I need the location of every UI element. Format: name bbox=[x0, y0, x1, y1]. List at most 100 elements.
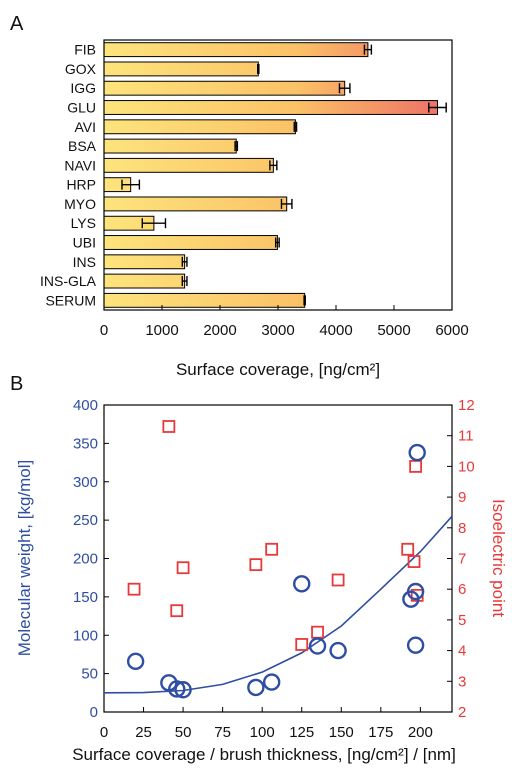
x-tick-label: 0 bbox=[100, 724, 108, 741]
category-label-igg: IGG bbox=[70, 80, 96, 96]
right-y-tick-label: 12 bbox=[458, 397, 475, 414]
molecular-weight-circle bbox=[247, 678, 265, 697]
panel-b-plot-frame bbox=[103, 404, 453, 713]
bar-ubi bbox=[103, 235, 278, 250]
bar-avi bbox=[103, 119, 296, 135]
left-y-tick-label: 50 bbox=[81, 666, 98, 683]
category-label-navi: NAVI bbox=[64, 157, 96, 173]
bar-fib bbox=[103, 42, 369, 58]
x-tick-label: 125 bbox=[289, 724, 314, 741]
molecular-weight-circle bbox=[406, 582, 425, 601]
right-y-tick-label: 5 bbox=[458, 612, 466, 629]
left-y-tick-label: 300 bbox=[73, 474, 98, 491]
x-tick-label: 200 bbox=[408, 724, 433, 741]
x-tick-label: 1000 bbox=[145, 322, 178, 339]
category-label-glu: GLU bbox=[67, 100, 96, 116]
panel-a-x-ticks: 0 1000 2000 3000 4000 5000 6000 bbox=[100, 305, 469, 339]
category-label-myo: MYO bbox=[64, 196, 96, 212]
molecular-weight-circle bbox=[168, 680, 186, 698]
left-y-tick-label: 150 bbox=[73, 589, 98, 606]
isoelectric-point-square bbox=[176, 561, 190, 575]
category-label-fib: FIB bbox=[74, 42, 96, 58]
molecular-weight-circle bbox=[174, 681, 192, 699]
bar-navi bbox=[103, 157, 274, 173]
x-tick-label: 100 bbox=[250, 724, 275, 741]
bar-gox bbox=[103, 61, 259, 77]
right-y-tick-label: 9 bbox=[458, 489, 466, 506]
left-y-tick-label: 400 bbox=[73, 397, 98, 414]
left-y-tick-label: 250 bbox=[73, 512, 98, 529]
right-y-tick-label: 2 bbox=[458, 704, 466, 721]
isoelectric-point-square bbox=[265, 542, 279, 556]
left-y-tick-label: 350 bbox=[73, 435, 98, 452]
right-y-tick-label: 7 bbox=[458, 551, 466, 568]
category-label-avi: AVI bbox=[74, 119, 96, 135]
left-y-tick-label: 200 bbox=[73, 551, 98, 568]
bar-ins-gla bbox=[103, 273, 186, 289]
panel-a-plot-frame bbox=[103, 39, 453, 311]
x-tick-label: 50 bbox=[175, 724, 192, 741]
x-tick-label: 4000 bbox=[319, 322, 352, 339]
category-label-hrp: HRP bbox=[66, 177, 96, 193]
panel-b-x-axis-label: Surface coverage / brush thickness, [ng/… bbox=[72, 745, 456, 764]
x-tick-label: 150 bbox=[329, 724, 354, 741]
molecular-weight-circle bbox=[329, 641, 347, 660]
molecular-weight-circle bbox=[406, 636, 425, 654]
x-tick-label: 0 bbox=[100, 322, 108, 339]
category-label-serum: SERUM bbox=[45, 292, 96, 308]
bar-igg bbox=[103, 80, 346, 96]
category-label-gox: GOX bbox=[65, 61, 97, 77]
isoelectric-point-square bbox=[162, 420, 176, 433]
molecular-weight-circle bbox=[126, 652, 145, 671]
isoelectric-point-square bbox=[249, 558, 263, 572]
panel-a-category-labels: FIB GOX IGG GLU AVI BSA NAVI HRP MYO LYS UBI INS INS… bbox=[40, 42, 97, 309]
molecular-weight-circle bbox=[262, 673, 281, 691]
right-y-tick-label: 6 bbox=[458, 581, 466, 598]
panel-b-left-y-axis-label: Molecular weight, [kg/mol] bbox=[15, 460, 34, 657]
left-y-tick-label: 100 bbox=[73, 627, 98, 644]
isoelectric-point-square bbox=[170, 604, 184, 618]
category-label-ins: INS bbox=[73, 254, 96, 270]
isoelectric-point-square bbox=[295, 638, 309, 651]
left-y-tick-label: 0 bbox=[90, 704, 98, 721]
isoelectric-point-square bbox=[407, 555, 421, 568]
category-label-lys: LYS bbox=[71, 215, 96, 231]
category-label-ubi: UBI bbox=[73, 235, 96, 251]
bar-serum bbox=[103, 292, 306, 308]
bar-glu bbox=[103, 100, 438, 115]
right-y-tick-label: 8 bbox=[458, 520, 466, 537]
x-tick-label: 175 bbox=[368, 724, 393, 741]
x-tick-label: 3000 bbox=[261, 322, 294, 339]
x-tick-label: 75 bbox=[214, 724, 231, 741]
right-y-tick-label: 3 bbox=[458, 673, 466, 690]
x-tick-label: 5000 bbox=[377, 322, 410, 339]
right-y-tick-label: 4 bbox=[458, 643, 466, 660]
bar-bsa bbox=[103, 138, 237, 154]
molecular-weight-circle bbox=[293, 575, 311, 593]
x-tick-label: 2000 bbox=[203, 322, 236, 339]
panel-b-left-y-ticks: 0 50 100 150 200 250 300 350 400 bbox=[73, 397, 109, 721]
panel-a-label: A bbox=[10, 13, 24, 35]
isoelectric-point-square bbox=[331, 573, 345, 587]
right-y-tick-label: 10 bbox=[458, 458, 475, 475]
fit-curve-line bbox=[103, 515, 453, 694]
bar-ins bbox=[103, 254, 186, 270]
isoelectric-point-square bbox=[401, 542, 415, 556]
right-y-tick-label: 11 bbox=[458, 428, 474, 445]
panel-b-data-points bbox=[126, 420, 426, 699]
isoelectric-point-square bbox=[127, 582, 141, 596]
molecular-weight-circle bbox=[408, 443, 426, 462]
panel-a-x-axis-label: Surface coverage, [ng/cm²] bbox=[176, 360, 380, 379]
panel-a: A FIB GOX IGG GLU AVI BSA NAVI HRP MYO LYS UBI INS I… bbox=[10, 13, 469, 379]
category-label-bsa: BSA bbox=[68, 138, 97, 154]
panel-b-label: B bbox=[10, 373, 23, 395]
panel-b-right-y-axis-label: Isoelectric point bbox=[489, 499, 508, 617]
panel-b-fit-curve bbox=[103, 515, 453, 694]
molecular-weight-circle bbox=[308, 637, 327, 655]
isoelectric-point-square bbox=[409, 459, 423, 473]
isoelectric-point-square bbox=[311, 625, 324, 639]
x-tick-label: 25 bbox=[135, 724, 152, 741]
panel-a-bars bbox=[103, 42, 447, 308]
panel-b: B 0 25 50 75 100 125 150 175 200 050100150200250… bbox=[10, 373, 508, 764]
